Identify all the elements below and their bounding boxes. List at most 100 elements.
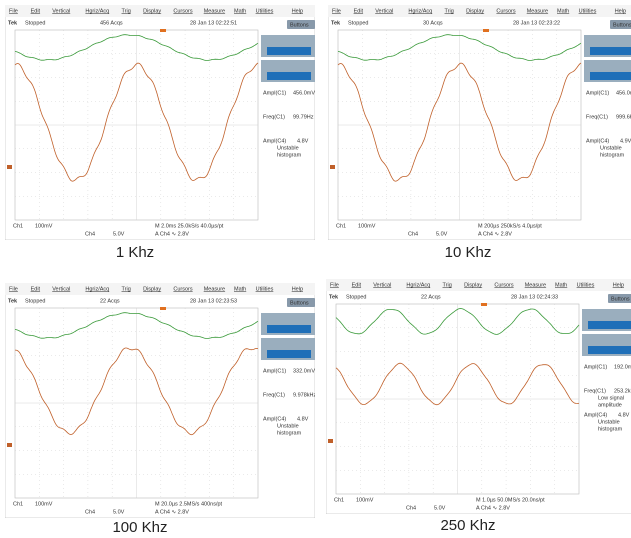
timebase: M 200µs 250kS/s 4.0µs/pt (478, 223, 542, 229)
ch4-scale: 5.0V (434, 505, 446, 511)
run-state: Stopped (25, 298, 46, 304)
side-box-bar (590, 72, 631, 80)
ch1-waveform (337, 62, 582, 182)
menu-item: Edit (31, 286, 41, 292)
caption: 1 Khz (116, 244, 154, 261)
trigger-marker (483, 29, 489, 32)
ch4-label: Ch4 (85, 231, 95, 237)
tek-logo: Tek (329, 294, 339, 300)
date-time: 28 Jan 13 02:24:33 (511, 294, 558, 300)
tek-logo: Tek (8, 298, 18, 304)
ch1-waveform (14, 62, 259, 182)
run-state: Stopped (25, 20, 46, 26)
menu-item: Utilities (577, 282, 595, 288)
menu-item: Hgriz/Acq (85, 8, 109, 14)
menu-item: Math (234, 286, 246, 292)
trigger-marker (160, 29, 166, 32)
measure-value: 4.8V (618, 412, 630, 418)
measure-note: histogram (598, 426, 623, 432)
tek-logo: Tek (331, 20, 341, 26)
scope-panel: File Edit Vertical Hgriz/Acq Trig Display Curs… (328, 5, 631, 240)
measure-value: 456.0mV (616, 90, 631, 96)
measure-label: Freq(C1) (263, 114, 285, 120)
menu-item: Math (557, 8, 569, 14)
ch4-scale: 5.0V (436, 231, 448, 237)
measure-value: 456.0mV (293, 90, 315, 96)
ch1-label: Ch1 (13, 223, 23, 229)
measure-value: 999.6Hz (616, 114, 631, 120)
measure-note: histogram (277, 152, 302, 158)
trigger: A Ch4 ∿ 2.8V (476, 505, 510, 511)
measure-label: Freq(C1) (586, 114, 608, 120)
menu-item: Utilities (256, 8, 274, 14)
menu-item: Cursors (173, 8, 193, 14)
scope-panel: File Edit Vertical Hgriz/Acq Trig Display Curs… (5, 283, 316, 518)
measure-note: Unstable (598, 419, 620, 425)
menu-item: Vertical (52, 286, 70, 292)
measure-value: 9.978kHz (293, 392, 316, 398)
measure-note: Low signal (598, 395, 624, 401)
ch4-scale: 5.0V (113, 509, 125, 515)
menu-item: Utilities (256, 286, 274, 292)
measure-label: Ampl(C1) (263, 90, 286, 96)
ch1-label: Ch1 (334, 497, 344, 503)
menu-item: Display (143, 286, 161, 292)
timebase: M 1.0µs 50.0MS/s 20.0ns/pt (476, 497, 545, 503)
menu-item: Help (292, 286, 303, 292)
menu-item: File (330, 282, 339, 288)
measure-label: Freq(C1) (263, 392, 285, 398)
measure-value: 4.8V (297, 416, 309, 422)
ch1-label: Ch1 (336, 223, 346, 229)
ch1-waveform (15, 347, 259, 436)
side-button-label: Buttons (611, 296, 630, 302)
trigger: A Ch4 ∿ 2.8V (478, 231, 512, 237)
side-box-bar (588, 346, 631, 354)
menu-bar (5, 283, 315, 295)
side-box-bar (267, 47, 311, 55)
measure-value: 4.9V (620, 138, 631, 144)
ch1-waveform (335, 362, 580, 406)
measure-label: Ampl(C4) (263, 138, 286, 144)
menu-item: Measure (525, 282, 546, 288)
acquisitions: 456 Acqs (100, 20, 123, 26)
measure-value: 332.0mV (293, 368, 315, 374)
side-button-label: Buttons (613, 22, 631, 28)
menu-item: File (9, 286, 18, 292)
menu-item: Trig (445, 8, 454, 14)
measure-label: Ampl(C4) (263, 416, 286, 422)
date-time: 28 Jan 13 02:22:51 (190, 20, 237, 26)
acquisitions: 22 Acqs (100, 298, 120, 304)
ch4-label: Ch4 (408, 231, 418, 237)
acquisitions: 30 Acqs (423, 20, 443, 26)
menu-item: Math (555, 282, 567, 288)
ch1-scale: 100mV (356, 497, 374, 503)
timebase: M 2.0ms 25.0kS/s 40.0µs/pt (155, 223, 224, 229)
menu-item: Edit (31, 8, 41, 14)
measure-label: Ampl(C1) (586, 90, 609, 96)
ch1-scale: 100mV (35, 223, 53, 229)
menu-item: Hgriz/Acq (408, 8, 432, 14)
measure-note: Unstable (277, 423, 299, 429)
side-button (608, 294, 631, 303)
ch4-label: Ch4 (406, 505, 416, 511)
menu-item: File (332, 8, 341, 14)
trigger: A Ch4 ∿ 2.8V (155, 231, 189, 237)
measure-value: 253.2kHz (614, 388, 631, 394)
scope-panel: File Edit Vertical Hgriz/Acq Trig Display Curs… (5, 5, 315, 240)
side-box-bar (267, 72, 311, 80)
menu-item: File (9, 8, 18, 14)
measure-value: 4.8V (297, 138, 309, 144)
measure-label: Ampl(C4) (584, 412, 607, 418)
side-box-bar (590, 47, 631, 55)
tek-logo: Tek (8, 20, 18, 26)
menu-item: Utilities (579, 8, 597, 14)
menu-item: Measure (527, 8, 548, 14)
menu-item: Cursors (173, 286, 193, 292)
side-box-bar (267, 350, 311, 358)
ch4-waveform (14, 34, 259, 61)
menu-item: Hgriz/Acq (85, 286, 109, 292)
menu-item: Measure (204, 286, 225, 292)
menu-item: Help (615, 8, 626, 14)
side-button (610, 20, 631, 29)
